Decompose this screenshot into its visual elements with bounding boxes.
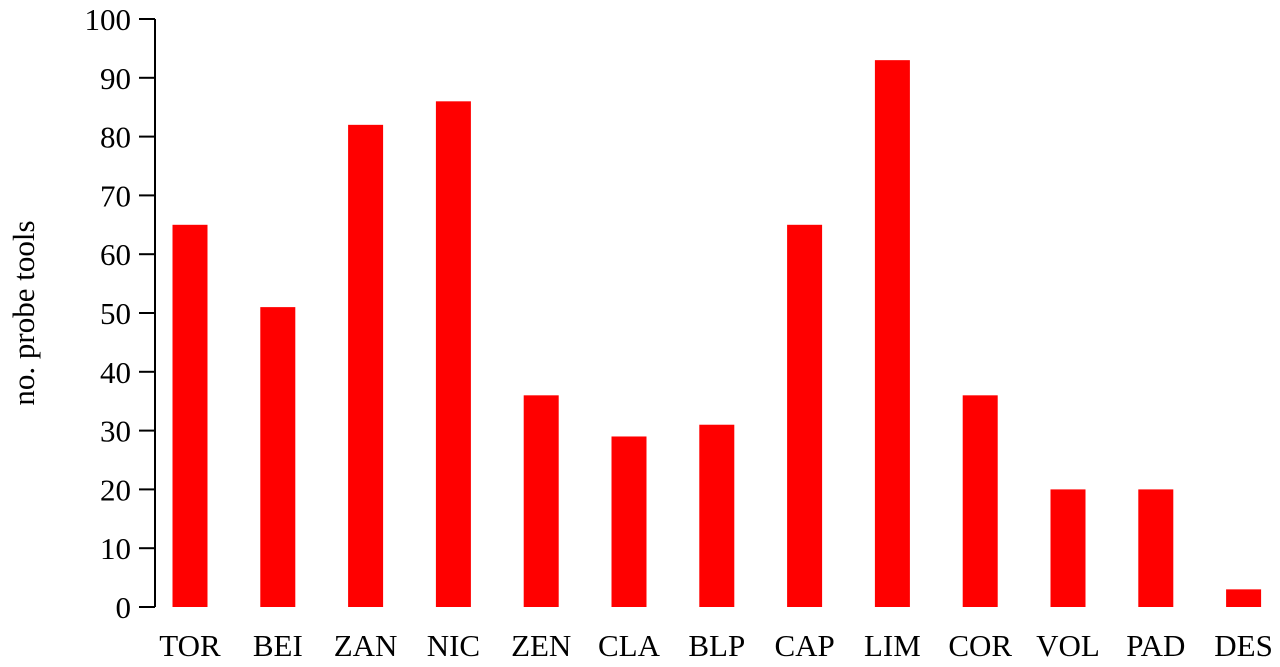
y-tick-label: 100 xyxy=(85,2,132,37)
bar-pad xyxy=(1138,489,1174,607)
y-tick-label: 0 xyxy=(116,590,132,625)
x-tick-label-zan: ZAN xyxy=(334,628,398,663)
y-tick-label: 30 xyxy=(100,414,131,449)
x-tick-label-cap: CAP xyxy=(774,628,834,663)
bars xyxy=(172,60,1262,608)
bar-des xyxy=(1226,589,1262,607)
y-tick-label: 60 xyxy=(100,237,131,272)
bar-lim xyxy=(874,60,910,608)
y-axis-title: no. probe tools xyxy=(6,220,41,405)
y-tick-label: 50 xyxy=(100,296,131,331)
y-tick-label: 40 xyxy=(100,355,131,390)
bar-zan xyxy=(348,124,384,607)
x-tick-label-zen: ZEN xyxy=(511,628,571,663)
y-tick-label: 90 xyxy=(100,61,131,96)
bar-bei xyxy=(260,307,296,607)
y-tick-label: 10 xyxy=(100,531,131,566)
x-tick-label-cor: COR xyxy=(948,628,1012,663)
x-tick-label-cla: CLA xyxy=(598,628,661,663)
bar-cor xyxy=(962,395,998,607)
y-tick-label: 20 xyxy=(100,472,131,507)
bar-zen xyxy=(523,395,559,607)
bar-vol xyxy=(1050,489,1086,607)
x-tick-label-nic: NIC xyxy=(427,628,480,663)
bar-nic xyxy=(435,101,471,607)
bar-tor xyxy=(172,224,208,608)
x-tick-label-bei: BEI xyxy=(253,628,303,663)
bar-blp xyxy=(699,424,735,607)
bar-cap xyxy=(787,224,823,608)
x-tick-label-lim: LIM xyxy=(864,628,921,663)
y-tick-label: 70 xyxy=(100,178,131,213)
y-axis: 0 10 20 30 40 50 60 70 80 90 100 xyxy=(85,2,156,625)
x-tick-label-vol: VOL xyxy=(1036,628,1100,663)
bar-cla xyxy=(611,436,647,607)
x-tick-label-des: DES xyxy=(1214,628,1273,663)
x-axis-labels: TOR BEI ZAN NIC ZEN CLA BLP CAP LIM COR VOL PAD DES xyxy=(159,628,1273,663)
x-tick-label-tor: TOR xyxy=(159,628,221,663)
x-tick-label-pad: PAD xyxy=(1126,628,1185,663)
y-tick-label: 80 xyxy=(100,120,131,155)
x-tick-label-blp: BLP xyxy=(688,628,745,663)
